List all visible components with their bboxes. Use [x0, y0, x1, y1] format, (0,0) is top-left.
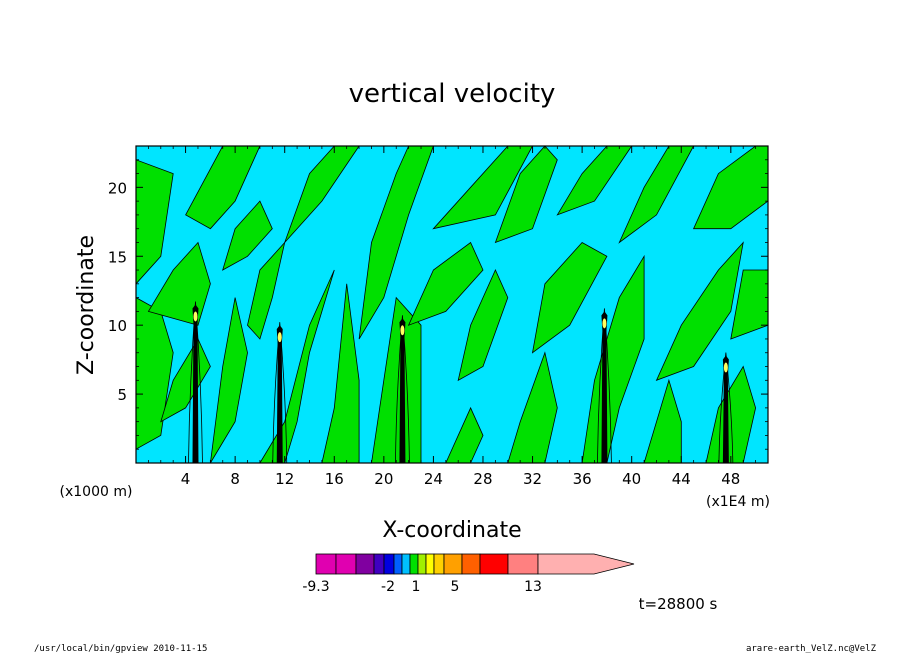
colorbar-swatch [383, 553, 395, 575]
contour-region [407, 241, 484, 326]
updraft-core [276, 325, 283, 463]
updraft-max [602, 318, 607, 329]
y-tick-label: 20 [108, 179, 127, 197]
updraft-contour [272, 322, 288, 464]
plot-frame [135, 145, 769, 464]
updraft-core [601, 311, 608, 463]
x-tick-label: 8 [230, 470, 240, 488]
y-axis-label: Z-coordinate [74, 235, 99, 375]
x-tick-label: 44 [672, 470, 691, 488]
x-tick-label: 12 [275, 470, 294, 488]
x-tick-label: 40 [622, 470, 641, 488]
updraft-max [277, 332, 282, 343]
x-unit-left: (x1000 m) [60, 484, 133, 500]
x-tick-label: 48 [721, 470, 740, 488]
colorbar-label: 5 [451, 579, 460, 595]
updraft-contour [597, 308, 612, 464]
contour-region [222, 200, 273, 271]
colorbar-swatch [479, 553, 509, 575]
colorbar-label: 1 [412, 579, 421, 595]
colorbar-labels: -9.3 -2 1 5 13 [302, 579, 542, 595]
updraft-columns [188, 301, 734, 464]
colorbar-swatch [417, 553, 427, 575]
y-axis-ticks: 5 10 15 20 [108, 159, 768, 450]
colorbar-swatch [315, 553, 337, 575]
contour-region [210, 297, 248, 464]
colorbar-swatch [461, 553, 481, 575]
updraft-max [723, 362, 728, 373]
x-axis-label: X-coordinate [382, 518, 521, 543]
colorbar: -9.3 -2 1 5 13 [302, 553, 635, 595]
footer-left: /usr/local/bin/gpview 2010-11-15 [34, 644, 207, 654]
colorbar-swatch [355, 553, 375, 575]
contour-region [247, 241, 286, 340]
x-tick-label: 28 [473, 470, 492, 488]
x-tick-label: 32 [523, 470, 542, 488]
footer-right: arare-earth_VelZ.nc@VelZ [746, 644, 877, 654]
x-tick-label: 24 [424, 470, 443, 488]
x-axis-ticks: 4 8 12 16 20 24 28 32 36 40 44 48 [147, 146, 757, 488]
colorbar-swatch [373, 553, 385, 575]
colorbar-label: 13 [524, 579, 542, 595]
colorbar-label: -2 [381, 579, 395, 595]
colorbar-swatch [401, 553, 411, 575]
contour-region [581, 254, 645, 464]
x-unit-right: (x1E4 m) [706, 494, 770, 510]
colorbar-swatch [409, 553, 419, 575]
contour-region [160, 338, 211, 423]
colorbar-label: -9.3 [302, 579, 329, 595]
contour-region [457, 269, 509, 382]
colorbar-swatch [443, 553, 463, 575]
colorbar-swatch [507, 553, 539, 575]
colorbar-swatch [393, 553, 403, 575]
contour-region [185, 145, 261, 230]
colorbar-swatches [315, 553, 635, 575]
updraft-max [193, 311, 198, 322]
x-tick-label: 4 [181, 470, 191, 488]
x-tick-label: 36 [573, 470, 592, 488]
updraft-max [400, 325, 405, 336]
contour-region [531, 241, 608, 354]
x-tick-label: 16 [325, 470, 344, 488]
updraft-core [722, 355, 729, 463]
updraft-core [192, 304, 199, 463]
colorbar-swatch [335, 553, 357, 575]
contour-region [655, 241, 744, 382]
contour-regions [135, 145, 769, 464]
colorbar-swatch [433, 553, 445, 575]
updraft-contour [718, 352, 734, 464]
time-label: t=28800 s [639, 595, 718, 613]
plot-area [135, 145, 769, 464]
contour-region [494, 145, 558, 244]
chart-title: vertical velocity [349, 79, 556, 109]
updraft-contour [188, 301, 203, 464]
y-tick-label: 10 [108, 317, 127, 335]
updraft-contour [395, 315, 410, 464]
colorbar-swatch [537, 553, 635, 575]
x-tick-label: 20 [374, 470, 393, 488]
updraft-core [399, 318, 406, 463]
y-tick-label: 5 [117, 386, 127, 404]
colorbar-swatch [425, 553, 435, 575]
y-tick-label: 15 [108, 248, 127, 266]
